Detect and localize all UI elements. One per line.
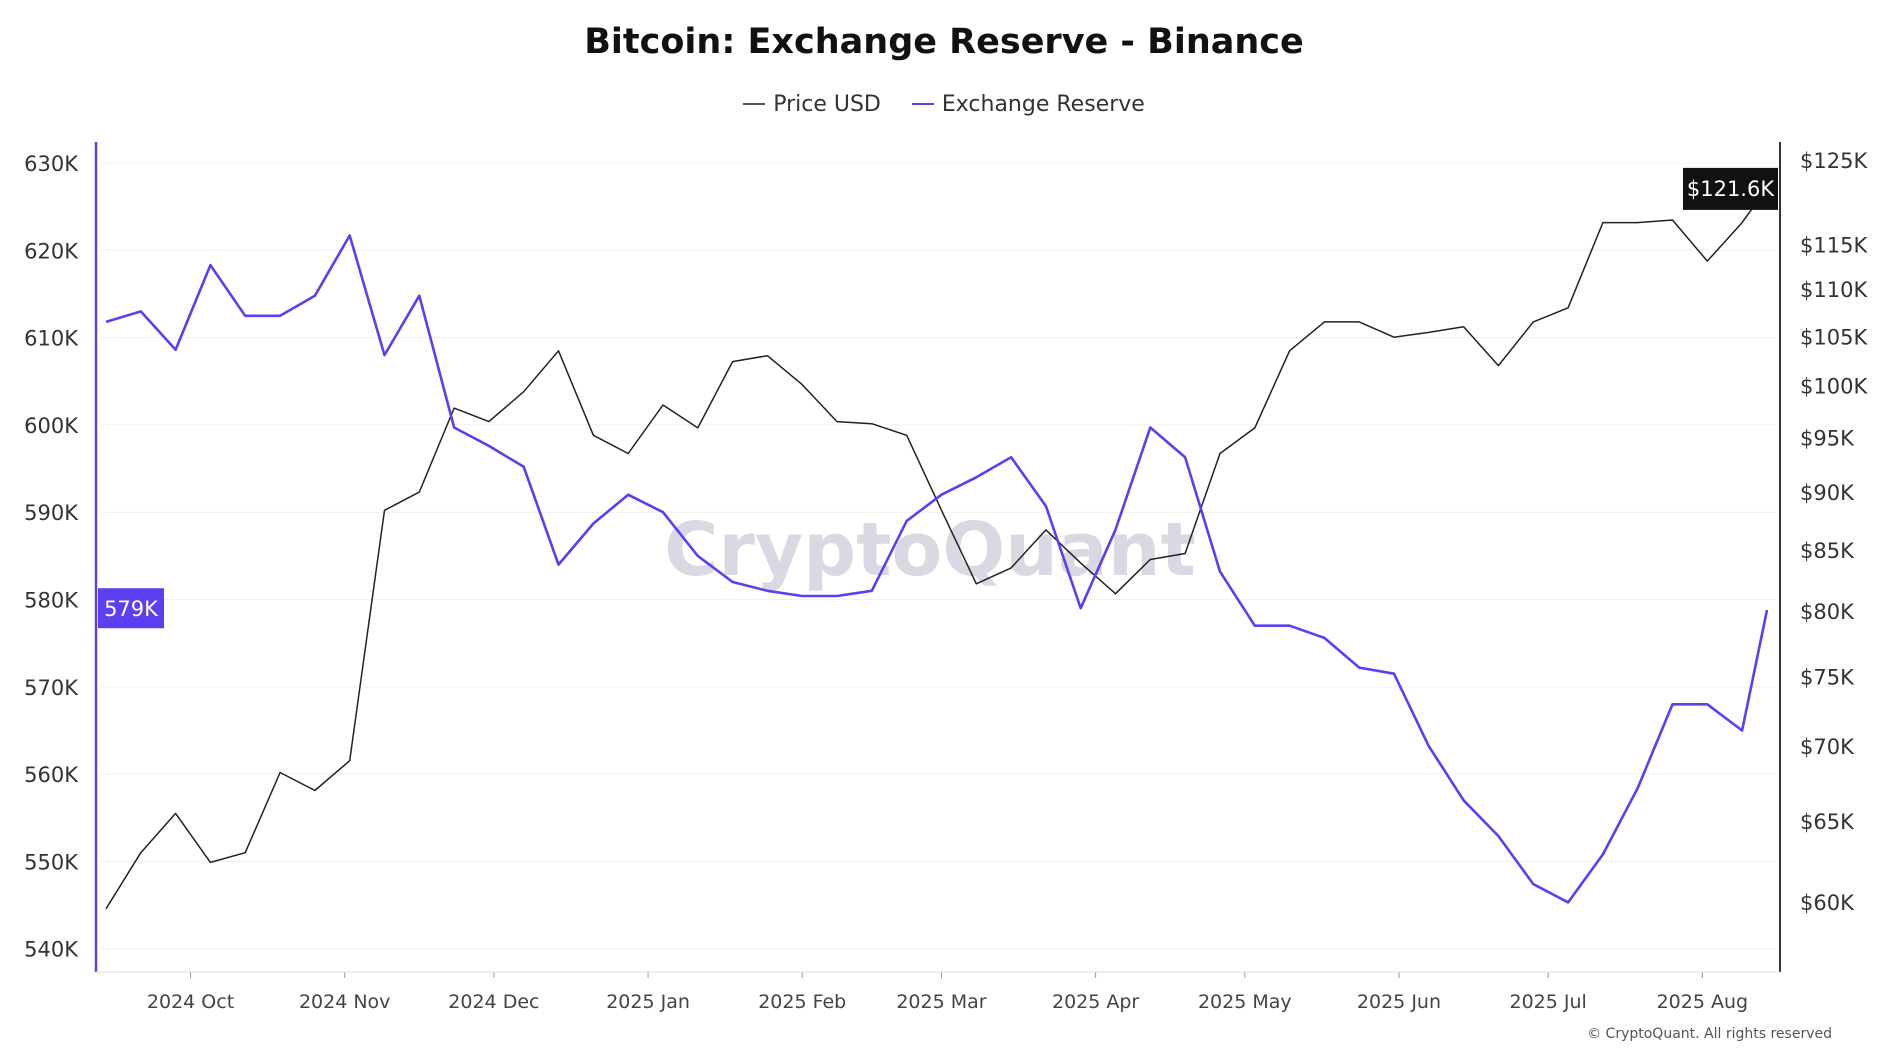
y-right-tick: $100K — [1800, 375, 1868, 399]
x-tick-label: 2024 Oct — [147, 991, 234, 1013]
legend-label-reserve: Exchange Reserve — [941, 91, 1145, 117]
x-tick-label: 2025 Jun — [1357, 991, 1441, 1013]
y-right-tick: $80K — [1800, 600, 1855, 624]
x-tick-label: 2024 Dec — [448, 991, 539, 1013]
y-right-tick: $90K — [1800, 481, 1855, 505]
x-tick-label: 2025 Apr — [1052, 991, 1139, 1013]
watermark: CryptoQuant — [664, 507, 1196, 593]
reserve-line — [105, 234, 1769, 904]
reserve-current-badge — [98, 588, 164, 629]
y-left-tick: 610K — [24, 327, 79, 351]
legend-swatch-price — [743, 103, 766, 105]
y-left-tick: 630K — [24, 152, 79, 176]
legend-label-price: Price USD — [773, 91, 881, 117]
legend-swatch-reserve — [911, 103, 934, 105]
price-current-badge — [1683, 167, 1778, 210]
y-right-tick: $95K — [1800, 426, 1855, 450]
y-right-tick: $125K — [1800, 149, 1868, 173]
y-right-tick: $65K — [1800, 810, 1855, 834]
x-tick-label: 2025 Aug — [1657, 991, 1749, 1013]
y-right-tick: $75K — [1800, 665, 1855, 689]
chart-title: Bitcoin: Exchange Reserve - Binance — [584, 22, 1304, 62]
y-left-tick: 600K — [24, 414, 79, 438]
y-left-tick: 620K — [24, 239, 79, 263]
reserve-current-label: 579K — [104, 597, 159, 621]
y-right-tick: $70K — [1800, 735, 1855, 759]
y-left-tick: 560K — [24, 763, 79, 787]
x-tick-label: 2024 Nov — [299, 991, 390, 1013]
y-left-tick: 580K — [24, 589, 79, 613]
x-tick-label: 2025 Jul — [1510, 991, 1587, 1013]
y-right-tick: $105K — [1800, 325, 1868, 349]
price-current-label: $121.6K — [1687, 177, 1775, 201]
y-left-tick: 540K — [24, 938, 79, 962]
x-tick-label: 2025 Jan — [606, 991, 690, 1013]
copyright: © CryptoQuant. All rights reserved — [1587, 1026, 1832, 1042]
x-tick-label: 2025 Feb — [758, 991, 846, 1013]
x-tick-label: 2025 Mar — [896, 991, 986, 1013]
price-line — [105, 187, 1768, 910]
legend: Price USD Exchange Reserve — [0, 86, 1888, 117]
y-left-tick: 570K — [24, 676, 79, 700]
y-right-tick: $85K — [1800, 539, 1855, 563]
x-tick-label: 2025 May — [1198, 991, 1292, 1013]
y-right-tick: $115K — [1800, 233, 1868, 257]
y-right-tick: $110K — [1800, 278, 1868, 302]
legend-item-price[interactable]: Price USD — [743, 92, 881, 117]
legend-item-reserve[interactable]: Exchange Reserve — [911, 91, 1145, 117]
y-right-tick: $60K — [1800, 891, 1855, 915]
y-left-tick: 590K — [24, 501, 79, 525]
y-left-tick: 550K — [24, 850, 79, 874]
